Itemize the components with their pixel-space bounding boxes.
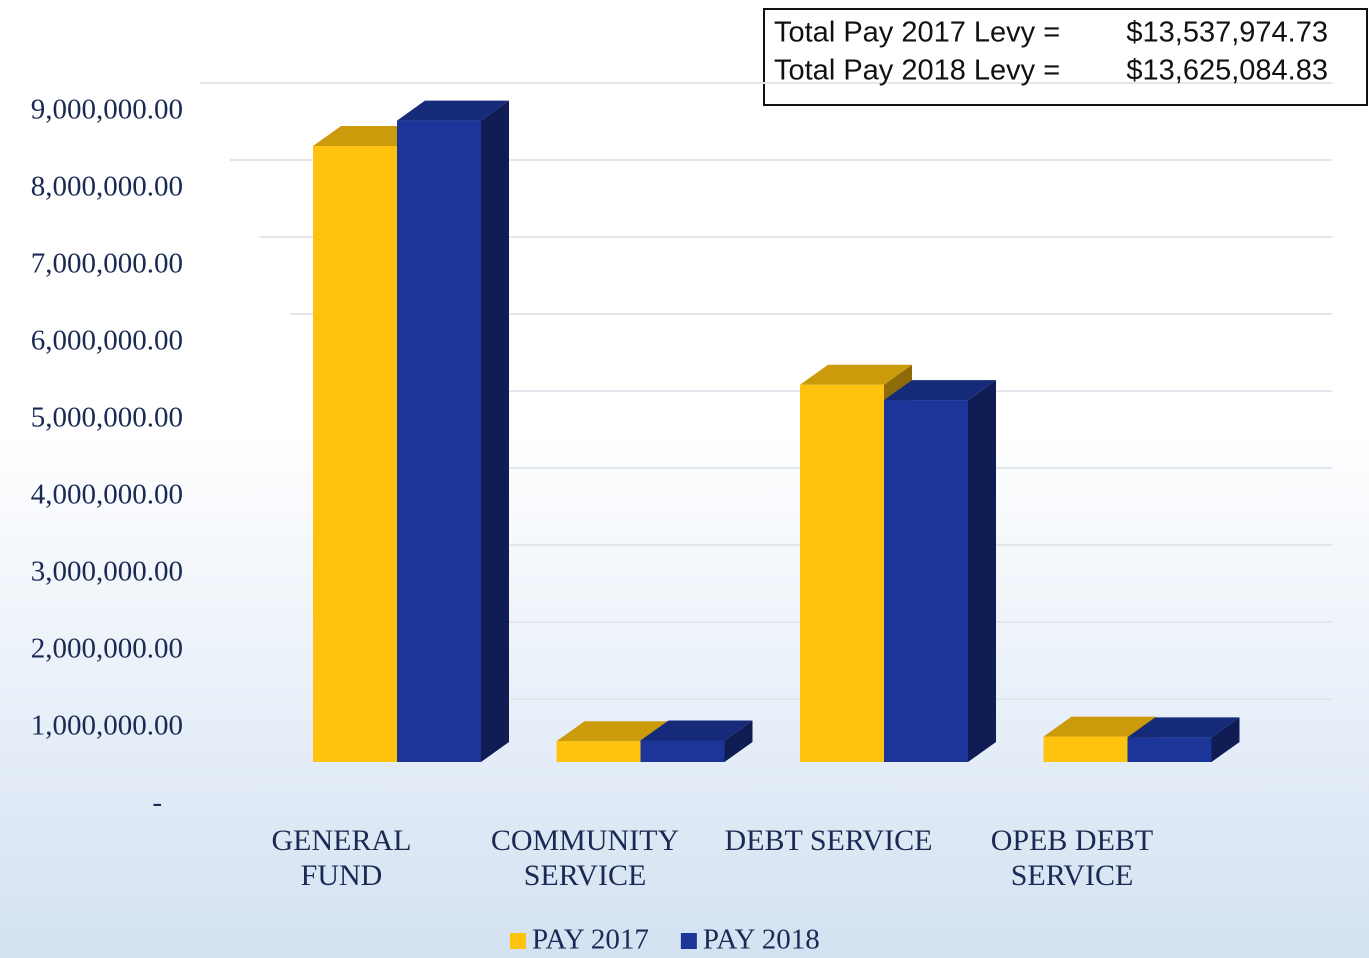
x-tick-label: COMMUNITY SERVICE xyxy=(490,824,680,892)
bar-top xyxy=(640,720,753,741)
y-tick-label: 3,000,000.00 xyxy=(31,556,183,588)
y-tick-label: 6,000,000.00 xyxy=(31,325,183,357)
bar-top xyxy=(1127,717,1240,738)
legend-swatch xyxy=(680,933,697,949)
annotation-value: $13,537,974.73 xyxy=(1126,17,1328,49)
bar-top xyxy=(884,380,996,401)
bar-face xyxy=(556,741,641,762)
bar-face xyxy=(313,146,397,762)
y-tick-label: 2,000,000.00 xyxy=(31,633,183,665)
bar-side xyxy=(1211,717,1240,762)
legend-label: PAY 2018 xyxy=(703,924,820,956)
bar-face xyxy=(1127,737,1212,762)
bar-top xyxy=(397,100,509,121)
y-tick-label: 4,000,000.00 xyxy=(31,479,183,511)
annotation-label: Total Pay 2018 Levy = xyxy=(774,55,1060,87)
bar xyxy=(884,380,996,762)
x-tick-label: GENERAL FUND xyxy=(271,824,412,892)
bar-face xyxy=(640,740,725,762)
legend-swatch xyxy=(510,933,526,949)
bar-face xyxy=(1043,736,1128,762)
y-tick-label: 8,000,000.00 xyxy=(31,171,183,203)
bar-top xyxy=(556,721,669,742)
legend-label: PAY 2017 xyxy=(532,924,649,956)
bar xyxy=(1127,717,1240,762)
y-tick-label: 9,000,000.00 xyxy=(31,94,183,126)
bar-top xyxy=(800,364,912,385)
annotation-box xyxy=(763,8,1368,106)
bar-face xyxy=(800,384,884,762)
bar-face xyxy=(884,400,968,762)
x-tick-label: OPEB DEBT SERVICE xyxy=(990,824,1154,892)
y-tick-label: 1,000,000.00 xyxy=(31,710,183,742)
bar-face xyxy=(397,120,481,763)
bar xyxy=(397,100,509,763)
bar-side xyxy=(481,100,509,763)
bar-side xyxy=(968,380,996,762)
bar xyxy=(640,720,753,762)
y-tick-label: 5,000,000.00 xyxy=(31,402,183,434)
y-tick-label: 7,000,000.00 xyxy=(31,248,183,280)
bar-top xyxy=(1043,716,1156,737)
annotation-value: $13,625,084.83 xyxy=(1126,55,1328,87)
y-tick-label: - xyxy=(152,787,162,819)
x-tick-label: DEBT SERVICE xyxy=(724,824,933,857)
bar-side xyxy=(724,720,753,762)
annotation-label: Total Pay 2017 Levy = xyxy=(774,17,1060,49)
